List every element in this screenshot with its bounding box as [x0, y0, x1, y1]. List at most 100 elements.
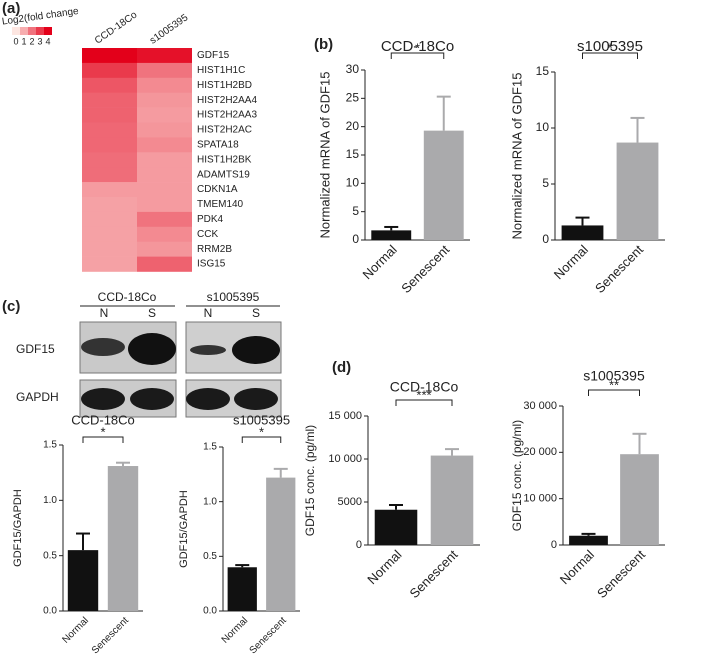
x-tick-label: Normal	[220, 615, 251, 646]
row-label: HIST1H2BK	[197, 154, 252, 165]
row-label: HIST2H2AC	[197, 125, 252, 136]
bar	[561, 225, 604, 240]
significance-bracket	[395, 399, 453, 406]
heatmap-cell	[137, 226, 192, 242]
y-tick-label: 15	[536, 64, 550, 78]
y-tick-label: 20	[346, 119, 360, 133]
heatmap-cell	[137, 152, 192, 168]
significance-bracket	[390, 52, 445, 59]
colorbar-tick-label: 1	[21, 36, 26, 46]
y-axis-label: Normalized mRNA of GDF15	[317, 72, 332, 239]
significance-bracket	[82, 436, 124, 443]
blot-row-label: GAPDH	[16, 390, 59, 404]
x-tick-label: Normal	[557, 547, 597, 587]
row-label: TMEM140	[197, 199, 244, 210]
blot-group: s1005395	[207, 290, 260, 304]
heatmap-cell	[82, 256, 137, 272]
chart-title: CCD-18Co	[381, 38, 454, 55]
y-tick-label: 15 000	[328, 410, 362, 422]
y-axis-label: GDF15 conc. (pg/ml)	[510, 420, 524, 531]
bar	[266, 477, 296, 611]
blot-group: CCD-18Co	[98, 290, 157, 304]
y-tick-label: 0.5	[43, 550, 57, 561]
heatmap-cell	[82, 226, 137, 242]
bar	[371, 230, 412, 240]
bar	[430, 455, 474, 545]
y-tick-label: 0	[551, 539, 557, 551]
bar	[423, 130, 464, 240]
blot-band	[186, 388, 230, 410]
x-tick-label: Senescent	[594, 547, 648, 601]
row-label: GDF15	[197, 50, 230, 61]
significance-bracket	[241, 436, 282, 443]
y-tick-label: 20 000	[523, 446, 557, 458]
blot-band	[81, 338, 125, 356]
blot-band	[130, 388, 174, 410]
colorbar-swatch	[12, 27, 20, 35]
heatmap-cell	[137, 62, 192, 79]
colorbar-swatch	[44, 27, 52, 35]
column-label: s1005395	[148, 12, 191, 46]
heatmap-cell	[82, 241, 137, 257]
heatmap-cell	[82, 48, 137, 64]
y-tick-label: 0.0	[43, 606, 57, 617]
row-label: RRM2B	[197, 244, 232, 255]
panel-label: (c)	[2, 298, 20, 315]
row-label: SPATA18	[197, 139, 239, 150]
western-blot: CCD-18Co s1005395 N S N S GDF15 GAPDH	[16, 290, 282, 418]
row-label: ISG15	[197, 259, 226, 270]
heatmap-cell	[82, 152, 137, 168]
y-tick-label: 0	[542, 232, 549, 246]
significance: *	[259, 424, 264, 439]
heatmap-cell	[82, 92, 137, 108]
blot-band	[190, 345, 226, 355]
y-tick-label: 30	[346, 62, 360, 76]
heatmap-cell	[82, 137, 137, 153]
row-label: ADAMTS19	[197, 169, 250, 180]
heatmap-cell	[82, 62, 137, 79]
blot-band	[81, 388, 125, 410]
x-tick-label: Senescent	[90, 615, 131, 656]
bar	[227, 567, 257, 611]
y-axis-label: GDF15 conc. (pg/ml)	[303, 425, 317, 536]
row-label: HIST2H2AA3	[197, 110, 257, 121]
y-tick-label: 30 000	[523, 400, 557, 412]
y-tick-label: 0	[352, 232, 359, 246]
colorbar-swatch	[20, 27, 28, 35]
colorbar-tick-label: 3	[37, 36, 42, 46]
heatmap-cell	[137, 241, 192, 257]
heatmap-cell	[82, 197, 137, 213]
colorbar-swatch	[36, 27, 44, 35]
x-tick-label: Normal	[551, 242, 591, 282]
x-tick-label: Normal	[364, 547, 404, 587]
chart-title: s1005395	[583, 368, 645, 384]
heatmap-cell	[137, 107, 192, 123]
bar	[374, 509, 418, 545]
heatmap-cell	[137, 137, 192, 153]
y-tick-label: 25	[346, 91, 360, 105]
lane-label: N	[204, 306, 213, 320]
blot-band	[128, 333, 176, 365]
y-tick-label: 10 000	[328, 453, 362, 465]
heatmap-cell	[82, 122, 137, 138]
y-axis-label: Normalized mRNA of GDF15	[509, 73, 524, 240]
heatmap-cell	[137, 197, 192, 213]
x-tick-label: Senescent	[592, 242, 646, 296]
significance-bracket	[588, 389, 640, 396]
chart-title: CCD-18Co	[71, 412, 135, 427]
y-tick-label: 10	[346, 176, 360, 190]
heatmap-cell	[137, 122, 192, 138]
y-tick-label: 1.0	[43, 495, 57, 506]
row-label: HIST2H2AA4	[197, 95, 257, 106]
panel-label: (d)	[332, 359, 351, 376]
heatmap-cell	[137, 77, 192, 93]
y-tick-label: 10	[536, 120, 550, 134]
y-axis-label: GDF15/GAPDH	[178, 490, 190, 568]
row-label: CDKN1A	[197, 184, 238, 195]
x-tick-label: Normal	[360, 242, 400, 282]
significance: **	[609, 377, 619, 392]
row-label: CCK	[197, 229, 218, 240]
heatmap-cell	[137, 256, 192, 272]
heatmap-cell	[137, 92, 192, 108]
heatmap-cell	[137, 211, 192, 228]
